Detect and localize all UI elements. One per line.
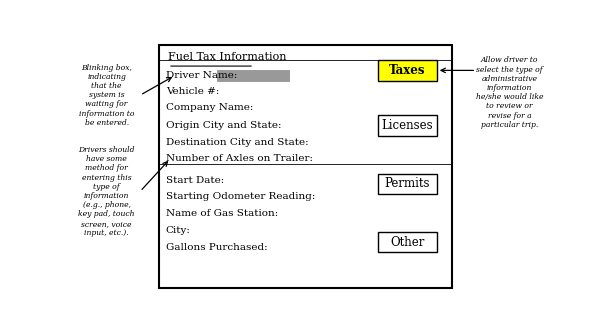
Text: Permits: Permits bbox=[385, 177, 430, 190]
Bar bbox=[379, 232, 437, 252]
Text: Starting Odometer Reading:: Starting Odometer Reading: bbox=[166, 192, 315, 201]
Text: Company Name:: Company Name: bbox=[166, 103, 253, 113]
Text: Driver Name:: Driver Name: bbox=[166, 71, 237, 80]
Text: Blinking box,
indicating
that the
system is
waiting for
information to
be entere: Blinking box, indicating that the system… bbox=[79, 63, 134, 127]
Text: Start Date:: Start Date: bbox=[166, 176, 224, 185]
Text: Vehicle #:: Vehicle #: bbox=[166, 87, 219, 96]
Text: Licenses: Licenses bbox=[382, 119, 433, 132]
Bar bbox=[217, 70, 289, 81]
Text: Destination City and State:: Destination City and State: bbox=[166, 138, 308, 147]
Text: Gallons Purchased:: Gallons Purchased: bbox=[166, 243, 268, 252]
Text: Number of Axles on Trailer:: Number of Axles on Trailer: bbox=[166, 154, 313, 163]
Bar bbox=[379, 174, 437, 194]
Bar bbox=[379, 60, 437, 81]
Text: Fuel Tax Information: Fuel Tax Information bbox=[168, 52, 287, 62]
Bar bbox=[158, 44, 452, 288]
Text: Taxes: Taxes bbox=[389, 64, 426, 77]
Text: Other: Other bbox=[390, 236, 425, 249]
Text: City:: City: bbox=[166, 226, 191, 235]
Bar bbox=[379, 115, 437, 136]
Text: Name of Gas Station:: Name of Gas Station: bbox=[166, 209, 278, 217]
Text: Drivers should
have some
method for
entering this
type of
information
(e.g., pho: Drivers should have some method for ente… bbox=[79, 146, 135, 237]
Text: Allow driver to
select the type of
administrative
information
he/she would like
: Allow driver to select the type of admin… bbox=[476, 57, 544, 129]
Text: Origin City and State:: Origin City and State: bbox=[166, 121, 281, 130]
